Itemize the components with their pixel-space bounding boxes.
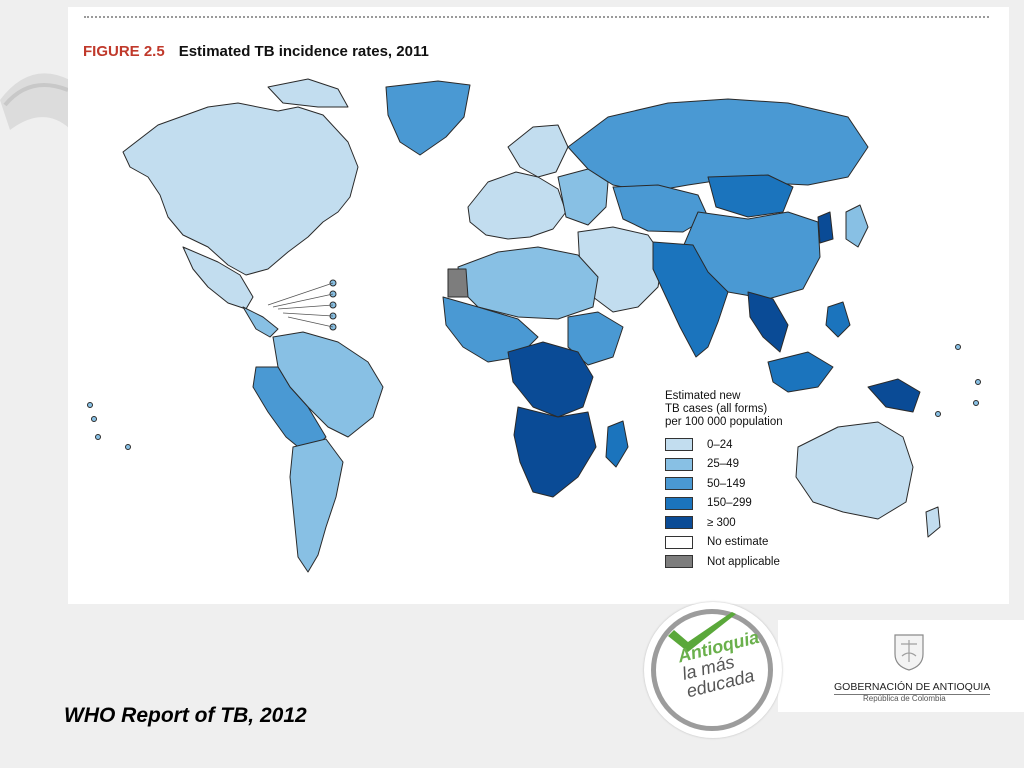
region-south-asia: [652, 241, 729, 358]
legend-swatch: [665, 496, 693, 510]
legend-swatch: [665, 555, 693, 569]
antioquia-logo: Antioquia la más educada: [644, 602, 782, 738]
region-new-guinea: [867, 378, 921, 413]
legend-label: Not applicable: [707, 555, 780, 568]
region-new-zealand: [925, 506, 941, 538]
legend-title-line: TB cases (all forms): [665, 403, 768, 415]
legend-item: No estimate: [665, 533, 783, 553]
region-north-america: [122, 102, 359, 276]
region-horn-of-africa: [567, 311, 624, 366]
legend-item: Not applicable: [665, 552, 783, 572]
pacific-island-marker: [95, 434, 101, 440]
pacific-island-marker: [87, 402, 93, 408]
legend-swatch: [665, 457, 693, 471]
pacific-island-marker: [91, 416, 97, 422]
legend-label: 150–299: [707, 497, 752, 510]
region-canada-islands: [267, 78, 349, 108]
legend-label: 25–49: [707, 458, 739, 471]
legend-item: 150–299: [665, 494, 783, 514]
legend-item: 0–24: [665, 435, 783, 455]
region-mauritania: [447, 268, 469, 298]
region-australia: [795, 421, 914, 520]
region-scandinavia: [507, 124, 569, 178]
legend-title: Estimated new TB cases (all forms) per 1…: [665, 390, 783, 429]
legend-item: ≥ 300: [665, 513, 783, 533]
world-map: [87, 78, 981, 573]
pacific-island-marker: [975, 379, 981, 385]
figure-panel: FIGURE 2.5 Estimated TB incidence rates, …: [68, 7, 1009, 604]
pacific-island-marker: [973, 400, 979, 406]
region-southeast-asia: [747, 291, 789, 353]
government-name: GOBERNACIÓN DE ANTIOQUIA: [834, 681, 991, 695]
government-subtitle: República de Colombia: [863, 694, 946, 703]
legend-title-line: per 100 000 population: [665, 416, 783, 428]
coat-of-arms-icon: [894, 634, 924, 671]
legend-swatch: [665, 516, 693, 530]
region-central-africa: [507, 341, 594, 418]
region-south-america-south: [289, 438, 344, 573]
legend-label: No estimate: [707, 536, 769, 549]
region-philippines: [825, 301, 851, 338]
legend-swatch: [665, 438, 693, 452]
figure-title-text: Estimated TB incidence rates, 2011: [178, 43, 429, 60]
region-korea: [817, 211, 834, 244]
region-central-america: [242, 306, 279, 338]
region-southern-africa: [513, 406, 597, 498]
region-greenland: [385, 80, 471, 156]
legend-label: 0–24: [707, 438, 733, 451]
pacific-island-marker: [955, 344, 961, 350]
legend-label: ≥ 300: [707, 516, 736, 529]
region-western-europe: [467, 171, 567, 240]
pacific-island-marker: [935, 411, 941, 417]
map-legend: Estimated new TB cases (all forms) per 1…: [665, 390, 783, 572]
slide-curl-decoration: [0, 73, 80, 140]
figure-title: FIGURE 2.5 Estimated TB incidence rates, …: [83, 43, 429, 60]
region-mongolia: [707, 174, 794, 218]
dotted-rule: [84, 16, 989, 18]
region-japan: [845, 204, 869, 248]
figure-number: FIGURE 2.5: [83, 43, 165, 60]
slide-caption: WHO Report of TB, 2012: [64, 704, 307, 727]
region-indonesia-west: [767, 351, 834, 393]
legend-item: 25–49: [665, 455, 783, 475]
legend-swatch: [665, 535, 693, 549]
legend-swatch: [665, 477, 693, 491]
checkmark-icon: [668, 612, 736, 652]
legend-item: 50–149: [665, 474, 783, 494]
region-madagascar: [605, 420, 629, 468]
legend-title-line: Estimated new: [665, 390, 741, 402]
pacific-island-marker: [125, 444, 131, 450]
region-north-africa: [457, 246, 599, 320]
legend-label: 50–149: [707, 477, 746, 490]
